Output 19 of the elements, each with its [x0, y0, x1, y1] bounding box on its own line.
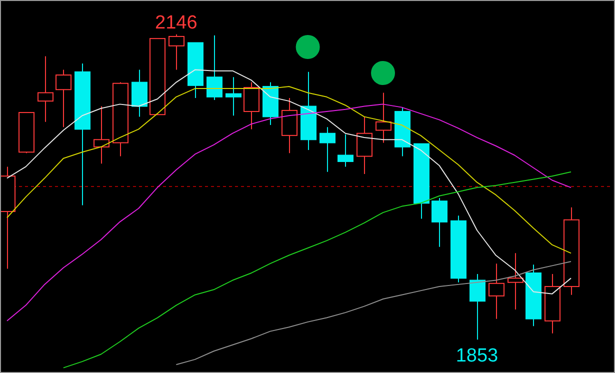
candlestick: [74, 63, 90, 206]
candlestick: [94, 106, 110, 164]
candlestick: [470, 274, 486, 340]
candlestick: [226, 76, 242, 116]
candlestick: [300, 71, 316, 151]
annotation: 1853: [456, 346, 498, 367]
candlestick: [376, 92, 392, 144]
candlestick: [282, 97, 298, 154]
candlestick: [544, 274, 560, 334]
candlestick: [320, 126, 336, 172]
candlestick: [356, 116, 372, 174]
candlestick: [488, 263, 504, 320]
candlestick: [508, 252, 524, 310]
candlestick: [564, 206, 580, 296]
annotation: 2146: [155, 12, 198, 34]
candlestick: [132, 69, 148, 118]
candlestick: [38, 56, 54, 122]
candlestick: [0, 166, 16, 270]
candlestick: [450, 215, 466, 283]
